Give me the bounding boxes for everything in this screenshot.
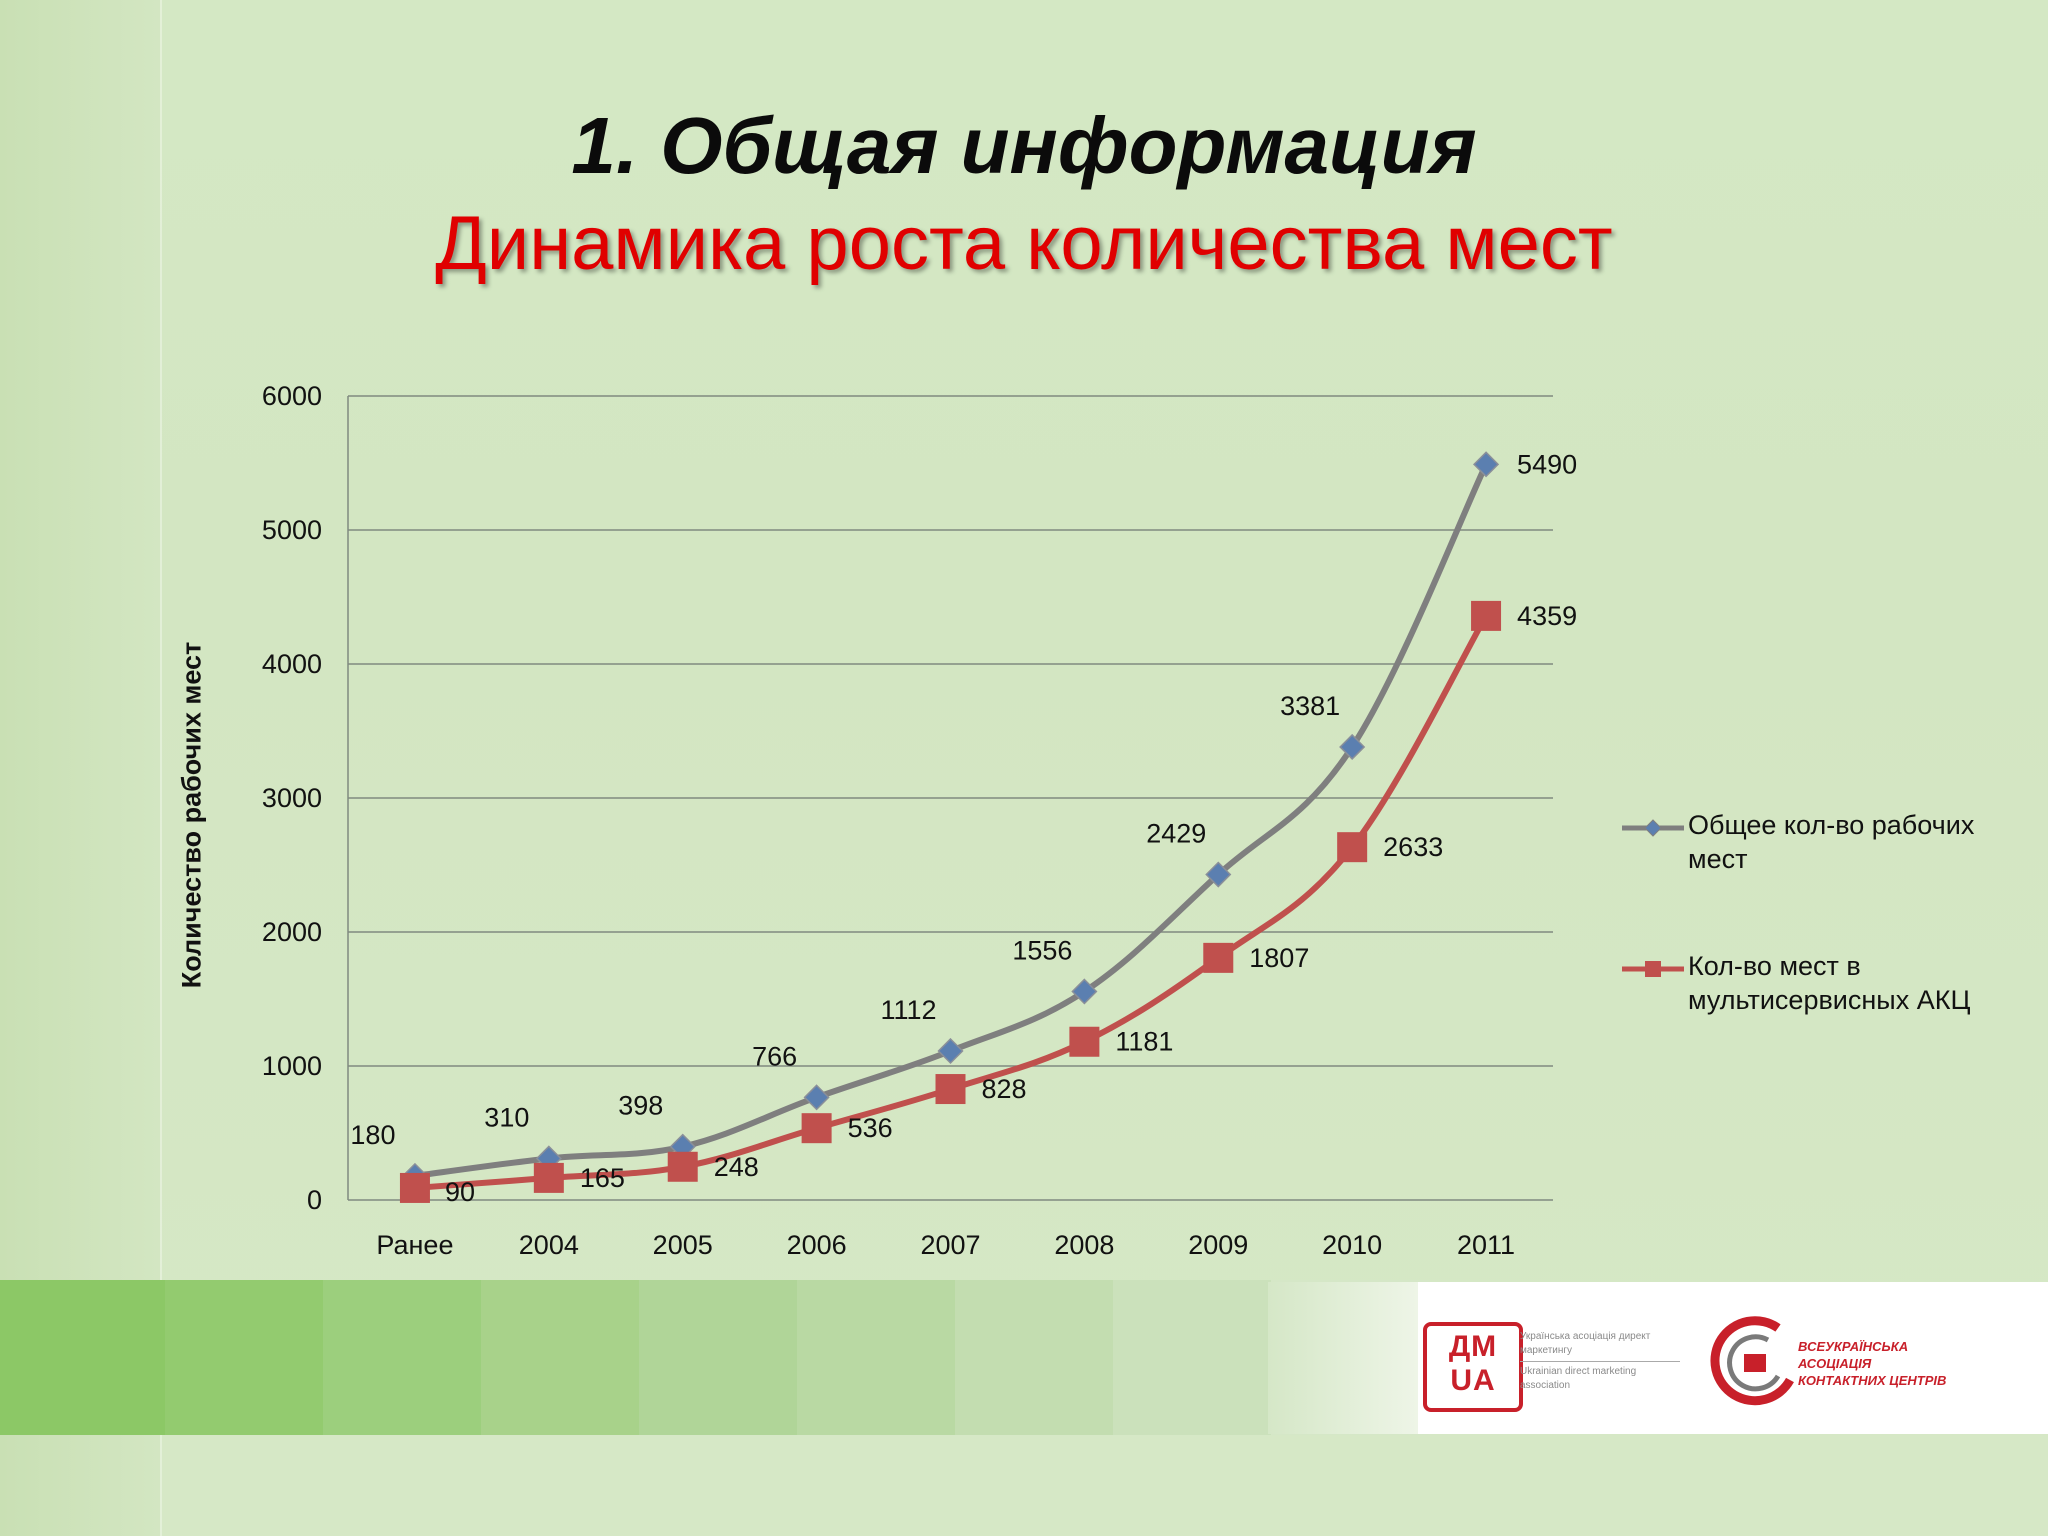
data-point-akc xyxy=(667,1151,698,1182)
data-point-akc xyxy=(1337,832,1368,863)
data-label-akc: 2633 xyxy=(1383,832,1443,862)
series-line-total xyxy=(411,461,1490,1179)
x-tick-label: 2004 xyxy=(519,1230,579,1260)
data-point-total xyxy=(937,1037,964,1065)
data-label-total: 180 xyxy=(350,1120,395,1150)
data-point-total xyxy=(1472,451,1500,478)
data-label-total: 3381 xyxy=(1280,691,1340,721)
data-label-akc: 90 xyxy=(445,1177,475,1207)
y-tick-label: 6000 xyxy=(262,381,322,411)
y-tick-label: 0 xyxy=(307,1185,322,1215)
y-tick-label: 3000 xyxy=(262,783,322,813)
x-tick-label: 2005 xyxy=(653,1230,713,1260)
data-point-akc xyxy=(1471,600,1502,631)
footer-block xyxy=(1113,1280,1271,1435)
dm-ua-description: Українська асоціація директ маркетингу U… xyxy=(1520,1330,1680,1393)
data-label-total: 2429 xyxy=(1146,819,1206,849)
y-tick-label: 4000 xyxy=(262,649,322,679)
footer-block xyxy=(955,1280,1113,1435)
y-tick-label: 2000 xyxy=(262,917,322,947)
legend-label-akc: Кол-во мест в мультисервисных АКЦ xyxy=(1688,949,1970,1017)
contact-centers-logo-text: ВСЕУКРАЇНСЬКА АСОЦІАЦІЯ КОНТАКТНИХ ЦЕНТР… xyxy=(1798,1339,1947,1388)
data-point-akc xyxy=(533,1162,564,1193)
data-label-total: 5490 xyxy=(1517,449,1577,479)
slide-title: 1. Общая информация xyxy=(571,101,1477,190)
data-label-akc: 1807 xyxy=(1249,943,1309,973)
legend-label-total-line1: Общее кол-во рабочих xyxy=(1688,810,1975,840)
data-point-total xyxy=(1071,978,1098,1005)
slide-edge-line xyxy=(160,0,162,1536)
data-label-akc: 248 xyxy=(714,1152,759,1182)
data-label-total: 1556 xyxy=(1012,935,1072,965)
y-tick-label: 5000 xyxy=(262,515,322,545)
data-label-akc: 165 xyxy=(580,1163,625,1193)
legend-label-total: Общее кол-во рабочих мест xyxy=(1688,808,1974,876)
data-point-total xyxy=(803,1084,830,1111)
dm-ua-description-divider xyxy=(1520,1361,1680,1362)
legend-swatch-akc xyxy=(1622,961,1684,977)
data-point-total xyxy=(1205,861,1232,888)
x-tick-label: 2007 xyxy=(920,1230,980,1260)
data-point-akc xyxy=(1069,1026,1100,1057)
dm-ua-description-en: Ukrainian direct marketing association xyxy=(1520,1366,1637,1391)
data-label-total: 766 xyxy=(752,1041,797,1071)
data-point-total xyxy=(1339,733,1366,761)
data-point-akc xyxy=(399,1172,430,1203)
legend-label-akc-line2: мультисервисных АКЦ xyxy=(1688,985,1971,1015)
footer-block xyxy=(797,1280,955,1435)
data-point-akc xyxy=(1203,942,1234,973)
x-tick-label: Ранее xyxy=(376,1230,453,1260)
x-tick-label: 2011 xyxy=(1457,1230,1515,1260)
footer-block xyxy=(323,1280,481,1435)
data-point-akc xyxy=(935,1074,966,1105)
footer-block xyxy=(165,1280,323,1435)
data-label-akc: 1181 xyxy=(1115,1027,1173,1057)
footer-logos: ДМ UA Українська асоціація директ маркет… xyxy=(1268,1282,2048,1434)
dm-ua-logo-text: ДМ UA xyxy=(1448,1330,1498,1397)
data-label-akc: 4359 xyxy=(1517,601,1577,631)
data-label-total: 1112 xyxy=(880,995,936,1025)
data-label-total: 310 xyxy=(484,1102,529,1132)
dm-ua-description-ua: Українська асоціація директ маркетингу xyxy=(1520,1331,1651,1356)
footer-block xyxy=(481,1280,639,1435)
x-tick-label: 2010 xyxy=(1322,1230,1382,1260)
data-point-akc xyxy=(801,1113,832,1144)
footer-block xyxy=(639,1280,797,1435)
x-tick-label: 2006 xyxy=(787,1230,847,1260)
data-label-total: 398 xyxy=(618,1091,663,1121)
legend-swatch-total xyxy=(1622,819,1684,837)
legend-label-akc-line1: Кол-во мест в xyxy=(1688,951,1861,981)
contact-centers-logo-icon xyxy=(1710,1316,1794,1406)
y-tick-label: 1000 xyxy=(262,1051,322,1081)
data-label-akc: 536 xyxy=(848,1113,893,1143)
dm-ua-logo: ДМ UA xyxy=(1423,1322,1523,1412)
logo-fade xyxy=(1268,1282,1418,1434)
legend-label-total-line2: мест xyxy=(1688,844,1748,874)
x-tick-label: 2008 xyxy=(1054,1230,1114,1260)
slide-subtitle: Динамика роста количества мест xyxy=(435,201,1613,286)
footer-block xyxy=(0,1280,165,1435)
x-tick-label: 2009 xyxy=(1188,1230,1248,1260)
data-label-akc: 828 xyxy=(982,1074,1027,1104)
